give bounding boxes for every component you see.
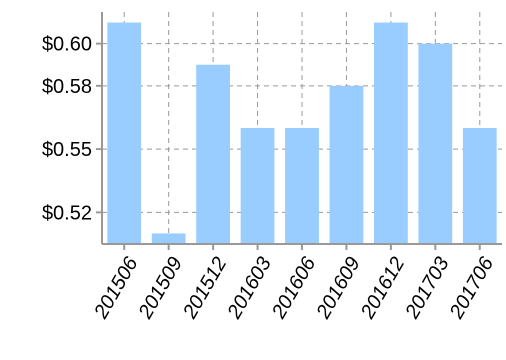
x-tick-label: 201609: [312, 254, 365, 324]
x-tick-label: 201706: [445, 253, 498, 323]
y-axis-tick-labels: $0.52 $0.55 $0.58 $0.60: [42, 34, 92, 225]
y-tick-label: $0.52: [42, 202, 92, 224]
bar-201512: [196, 64, 230, 245]
bar-201706: [462, 128, 497, 244]
y-tick-label: $0.60: [42, 34, 92, 56]
bars: [107, 22, 497, 245]
bar-201606: [285, 128, 319, 244]
bar-201612: [374, 22, 408, 244]
y-tick-label: $0.58: [42, 76, 92, 98]
x-tick-label: 201603: [223, 254, 276, 324]
x-tick-label: 201509: [134, 254, 187, 324]
bar-201703: [418, 43, 453, 244]
x-tick-label: 201612: [356, 254, 409, 324]
y-tick-label: $0.55: [42, 139, 92, 161]
axes: [96, 12, 502, 250]
bar-201509: [151, 233, 186, 244]
x-tick-label: 201512: [179, 254, 232, 324]
bar-201603: [240, 128, 275, 244]
bar-201609: [329, 85, 364, 245]
x-axis-tick-labels: 2015062015092015122016032016062016092016…: [90, 253, 499, 323]
bar-201506: [107, 22, 142, 244]
x-tick-label: 201703: [401, 254, 454, 324]
